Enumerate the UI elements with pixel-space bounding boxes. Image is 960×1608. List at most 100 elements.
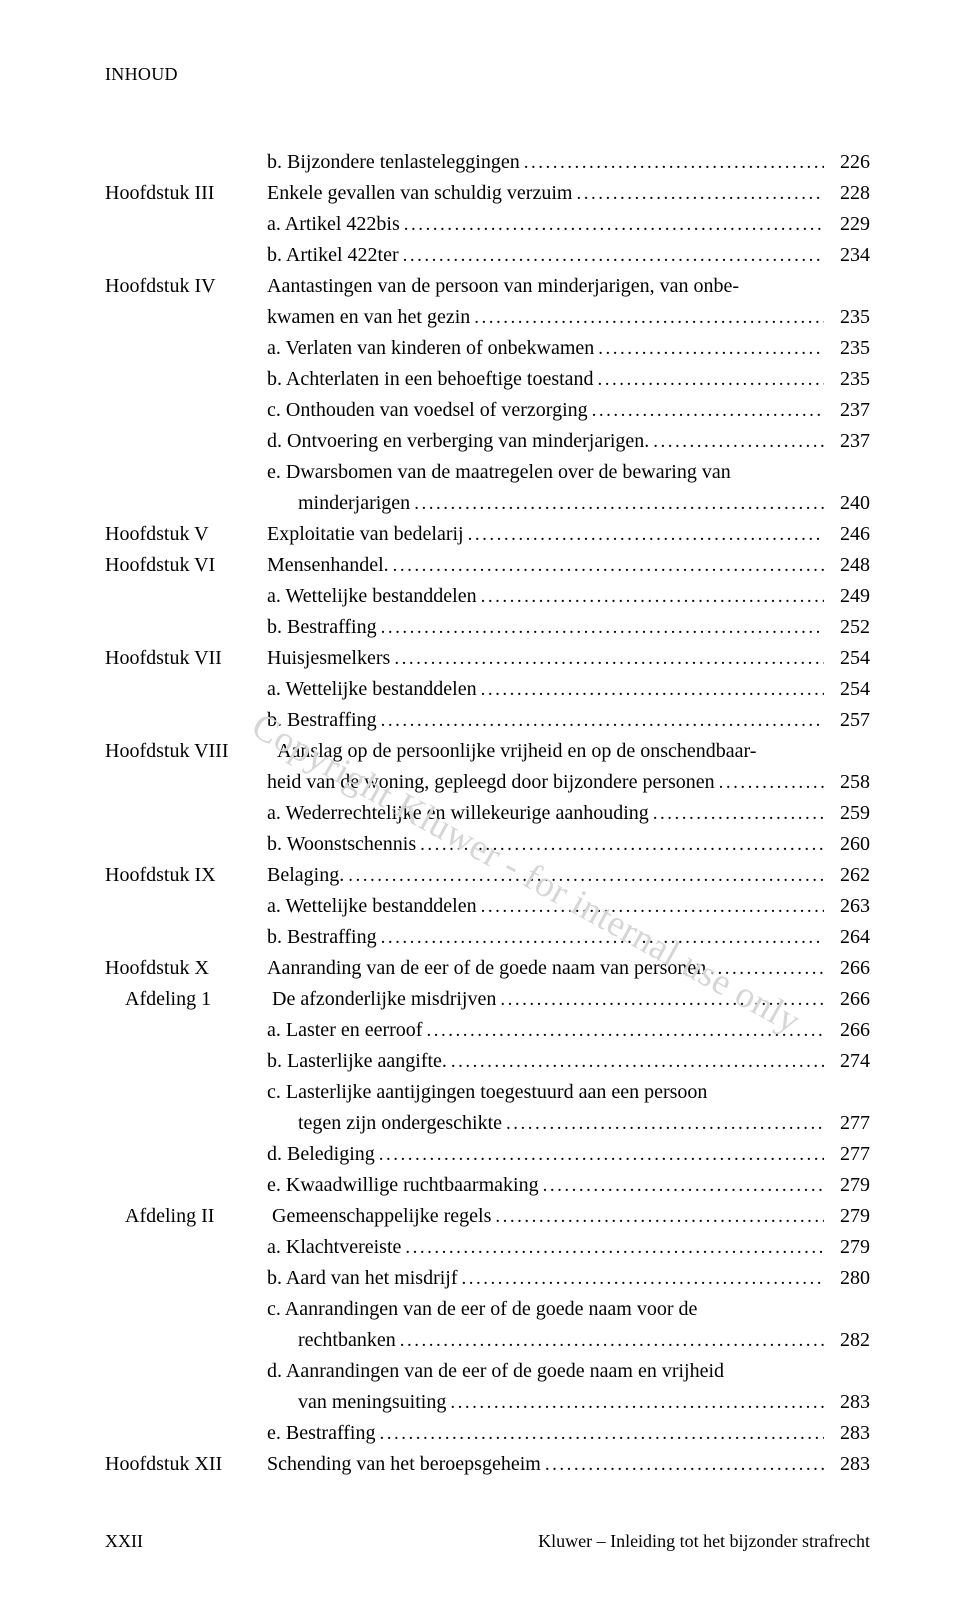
toc-leader-dots	[468, 520, 824, 549]
toc-row: d. Aanrandingen van de eer of de goede n…	[105, 1356, 870, 1387]
toc-row: tegen zijn ondergeschikte277	[105, 1108, 870, 1139]
toc-entry-text: a. Verlaten van kinderen of onbekwamen	[267, 333, 594, 364]
toc-label: Hoofdstuk VII	[105, 643, 267, 674]
toc-leader-dots	[545, 1450, 824, 1479]
toc-page-number: 279	[828, 1201, 870, 1232]
toc-entry-text: d. Belediging	[267, 1139, 375, 1170]
toc-entry-text: Enkele gevallen van schuldig verzuim	[267, 178, 572, 209]
page-header: INHOUD	[105, 64, 870, 85]
toc-text-col: b. Bestraffing 252	[267, 612, 870, 643]
toc-entry-text: Huisjesmelkers	[267, 643, 390, 674]
toc-page-number: 235	[828, 302, 870, 333]
toc-text-col: a. Laster en eerroof 266	[267, 1015, 870, 1046]
toc-page-number: 237	[828, 395, 870, 426]
table-of-contents: b. Bijzondere tenlasteleggingen226Hoofds…	[105, 147, 870, 1480]
toc-entry-text: kwamen en van het gezin	[267, 302, 470, 333]
toc-label: Hoofdstuk III	[105, 178, 267, 209]
toc-entry-text: c. Onthouden van voedsel of verzorging	[267, 395, 588, 426]
toc-entry-text: b. Bestraffing	[267, 612, 377, 643]
toc-text-col: d. Aanrandingen van de eer of de goede n…	[267, 1356, 870, 1387]
toc-row: Hoofdstuk IXBelaging.262	[105, 860, 870, 891]
toc-page-number: 258	[828, 767, 870, 798]
toc-entry-text: d. Ontvoering en verberging van minderja…	[267, 426, 649, 457]
toc-page-number: 262	[828, 860, 870, 891]
toc-page-number: 260	[828, 829, 870, 860]
toc-text-col: a. Wettelijke bestanddelen263	[267, 891, 870, 922]
toc-leader-dots	[426, 1016, 824, 1045]
toc-page-number: 254	[828, 674, 870, 705]
toc-entry-text: Mensenhandel.	[267, 550, 389, 581]
toc-text-col: Gemeenschappelijke regels279	[272, 1201, 870, 1232]
toc-leader-dots	[400, 1326, 824, 1355]
toc-entry-text: Aantastingen van de persoon van minderja…	[267, 271, 739, 302]
toc-text-col: Enkele gevallen van schuldig verzuim228	[267, 178, 870, 209]
toc-row: c. Aanrandingen van de eer of de goede n…	[105, 1294, 870, 1325]
toc-page-number: 254	[828, 643, 870, 674]
page: INHOUD Copyright Kluwer - for internal u…	[0, 0, 960, 1608]
toc-text-col: Huisjesmelkers 254	[267, 643, 870, 674]
toc-text-col: c. Aanrandingen van de eer of de goede n…	[267, 1294, 870, 1325]
toc-entry-text: b. Woonstschennis	[267, 829, 416, 860]
toc-page-number: 264	[828, 922, 870, 953]
toc-page-number: 280	[828, 1263, 870, 1294]
toc-text-col: kwamen en van het gezin 235	[267, 302, 870, 333]
toc-text-col: a. Artikel 422bis229	[267, 209, 870, 240]
toc-page-number: 266	[828, 1015, 870, 1046]
toc-entry-text: tegen zijn ondergeschikte	[298, 1108, 502, 1139]
toc-row: Hoofdstuk VIMensenhandel.248	[105, 550, 870, 581]
toc-page-number: 282	[828, 1325, 870, 1356]
toc-label: Hoofdstuk VIII	[105, 736, 277, 767]
toc-row: b. Bestraffing 252	[105, 612, 870, 643]
toc-entry-text: van meningsuiting	[298, 1387, 446, 1418]
toc-entry-text: a. Artikel 422bis	[267, 209, 400, 240]
toc-text-col: Aanranding van de eer of de goede naam v…	[267, 953, 870, 984]
toc-entry-text: e. Bestraffing	[267, 1418, 376, 1449]
toc-page-number: 226	[828, 147, 870, 178]
toc-row: a. Wettelijke bestanddelen254	[105, 674, 870, 705]
toc-text-col: b. Woonstschennis 260	[267, 829, 870, 860]
toc-text-col: Schending van het beroepsgeheim283	[267, 1449, 870, 1480]
toc-leader-dots	[403, 241, 824, 270]
toc-text-col: d. Belediging277	[267, 1139, 870, 1170]
toc-label: Afdeling 1	[105, 984, 272, 1015]
toc-page-number: 235	[828, 364, 870, 395]
toc-text-col: Aantastingen van de persoon van minderja…	[267, 271, 870, 302]
toc-entry-text: b. Bestraffing	[267, 922, 377, 953]
toc-row: Hoofdstuk XAanranding van de eer of de g…	[105, 953, 870, 984]
toc-row: b. Bestraffing257	[105, 705, 870, 736]
toc-leader-dots	[481, 892, 824, 921]
toc-row: Afdeling 1De afzonderlijke misdrijven266	[105, 984, 870, 1015]
toc-text-col: a. Wettelijke bestanddelen254	[267, 674, 870, 705]
toc-entry-text: b. Bestraffing	[267, 705, 377, 736]
toc-entry-text: c. Aanrandingen van de eer of de goede n…	[267, 1294, 697, 1325]
toc-text-col: c. Lasterlijke aantijgingen toegestuurd …	[267, 1077, 870, 1108]
toc-leader-dots	[506, 1109, 824, 1138]
toc-leader-dots	[380, 1419, 825, 1448]
toc-leader-dots	[450, 1388, 824, 1417]
toc-text-col: b. Artikel 422ter234	[267, 240, 870, 271]
toc-entry-text: a. Wettelijke bestanddelen	[267, 581, 477, 612]
toc-row: b. Artikel 422ter234	[105, 240, 870, 271]
toc-row: a. Wettelijke bestanddelen263	[105, 891, 870, 922]
toc-page-number: 252	[828, 612, 870, 643]
toc-row: Hoofdstuk XIISchending van het beroepsge…	[105, 1449, 870, 1480]
toc-leader-dots	[543, 1171, 824, 1200]
toc-row: b. Lasterlijke aangifte.274	[105, 1046, 870, 1077]
toc-entry-text: b. Achterlaten in een behoeftige toestan…	[267, 364, 594, 395]
toc-leader-dots	[653, 799, 824, 828]
toc-text-col: Mensenhandel.248	[267, 550, 870, 581]
toc-text-col: b. Bestraffing 264	[267, 922, 870, 953]
toc-entry-text: a. Laster en eerroof	[267, 1015, 422, 1046]
toc-leader-dots	[481, 675, 824, 704]
toc-text-col: a. Verlaten van kinderen of onbekwamen23…	[267, 333, 870, 364]
toc-leader-dots	[420, 830, 824, 859]
toc-entry-text: Aanslag op de persoonlijke vrijheid en o…	[277, 736, 756, 767]
toc-row: d. Belediging277	[105, 1139, 870, 1170]
toc-entry-text: e. Dwarsbomen van de maatregelen over de…	[267, 457, 731, 488]
toc-leader-dots	[379, 1140, 824, 1169]
toc-leader-dots	[451, 1047, 824, 1076]
toc-label: Hoofdstuk IX	[105, 860, 267, 891]
toc-row: minderjarigen240	[105, 488, 870, 519]
toc-leader-dots	[719, 768, 824, 797]
toc-row: Afdeling IIGemeenschappelijke regels279	[105, 1201, 870, 1232]
